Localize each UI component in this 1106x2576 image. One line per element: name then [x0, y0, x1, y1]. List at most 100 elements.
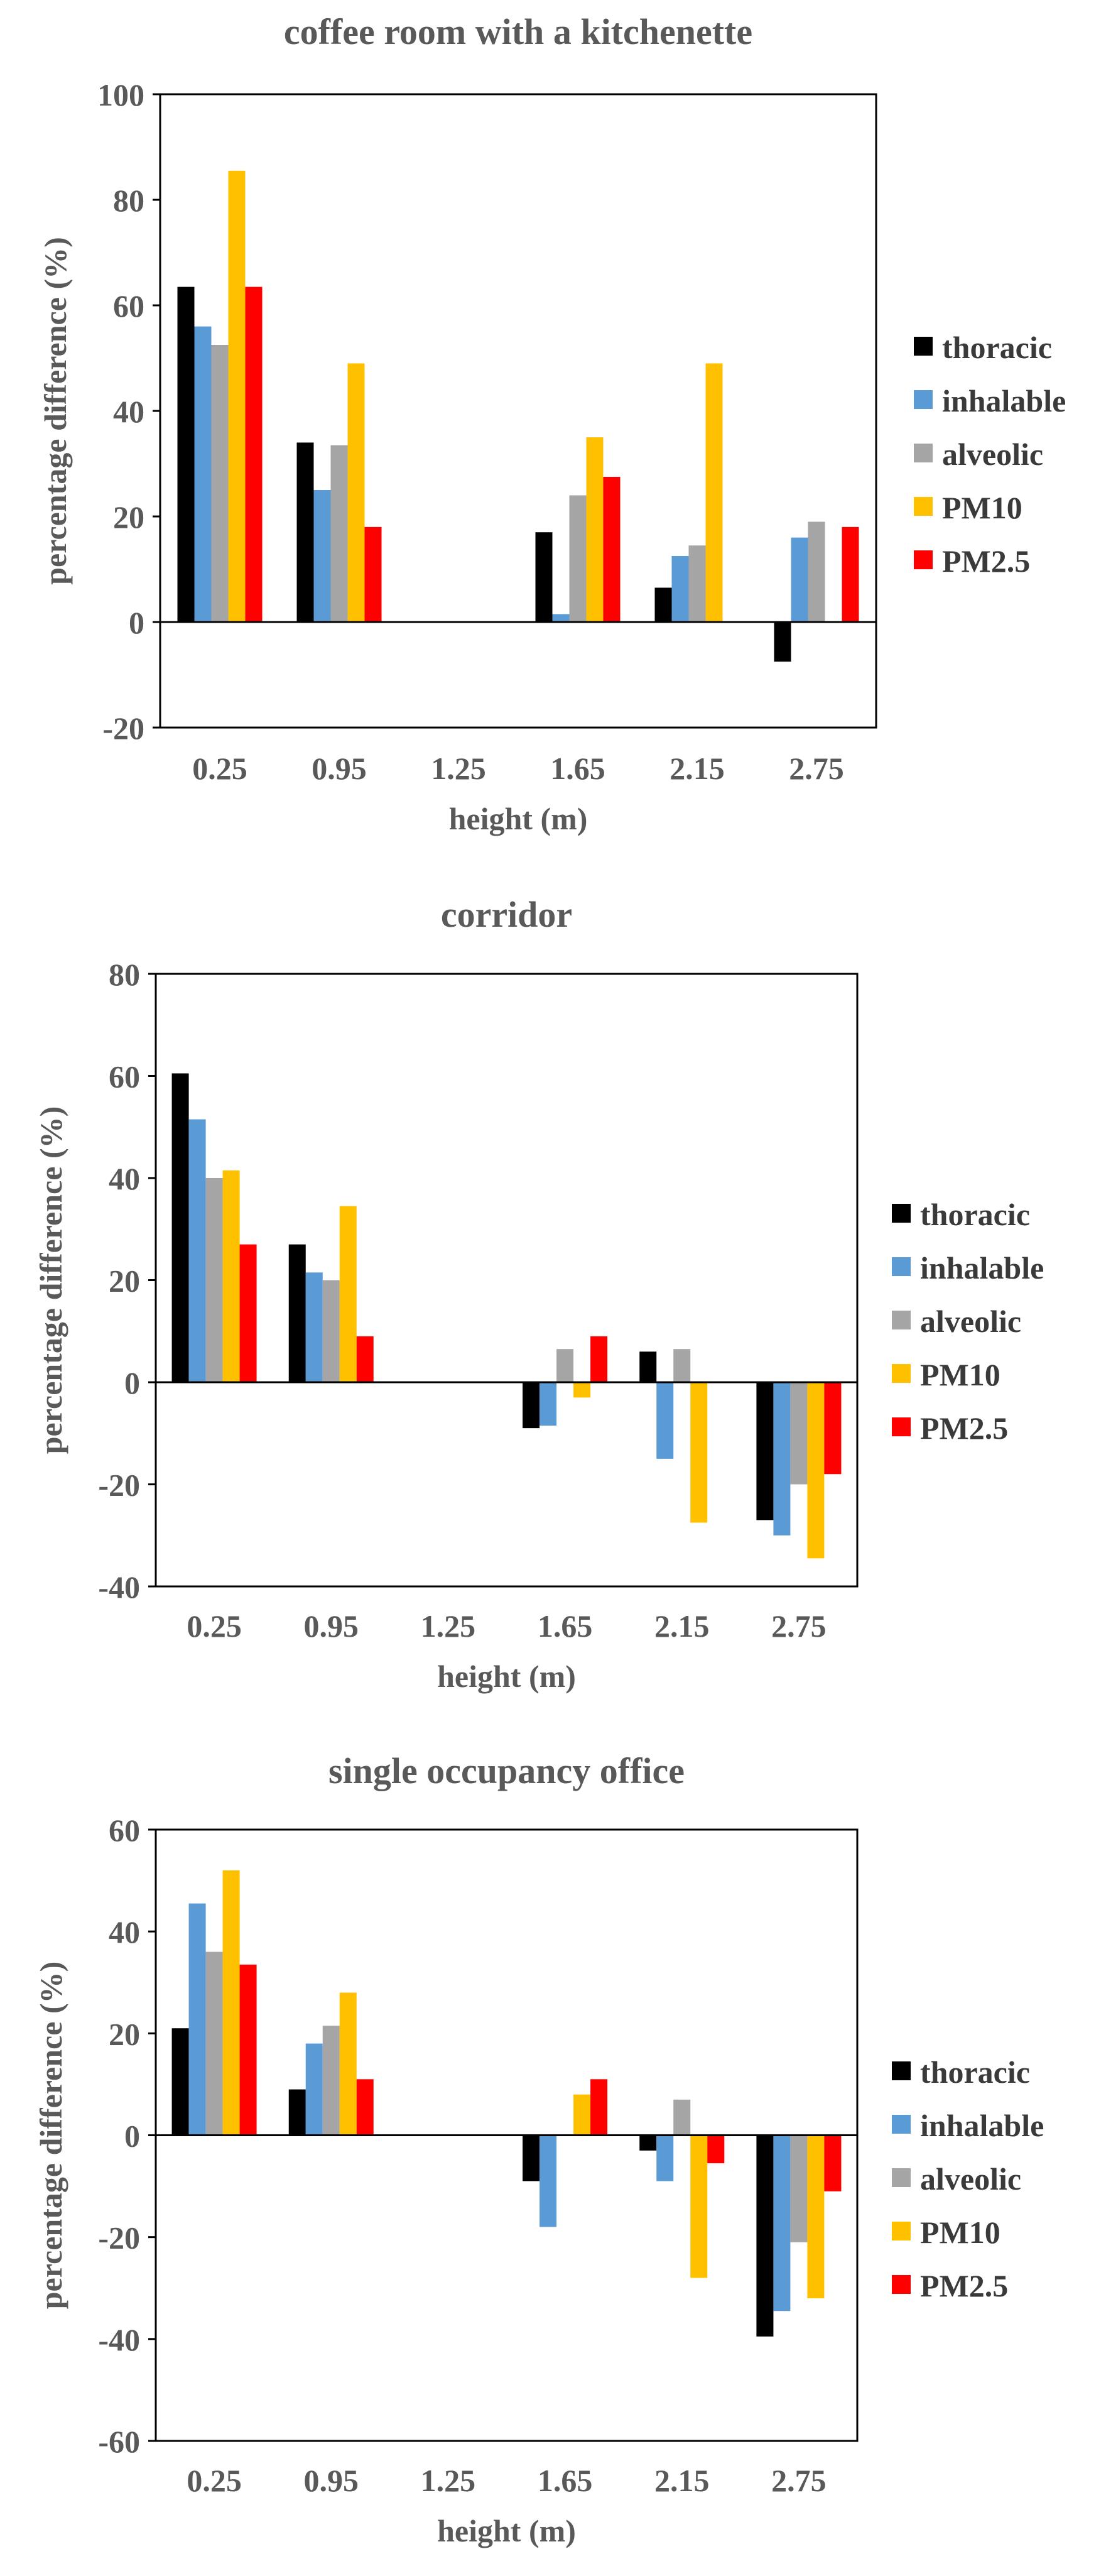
bar-PM10-0.95 — [347, 363, 365, 622]
legend-label: inhalable — [920, 1250, 1044, 1285]
legend-label: PM10 — [920, 2215, 1000, 2250]
bar-inhalable-0.95 — [305, 2043, 323, 2136]
chart-title: corridor — [441, 894, 572, 935]
x-tick-label: 0.25 — [187, 2463, 242, 2498]
legend-swatch-PM10 — [892, 1364, 911, 1383]
bar-thoracic-1.65 — [523, 1382, 540, 1429]
bar-alveolic-2.75 — [808, 521, 825, 622]
x-axis-label: height (m) — [437, 2513, 576, 2548]
bar-inhalable-2.75 — [773, 1382, 791, 1536]
bar-inhalable-0.25 — [188, 1119, 206, 1382]
x-tick-label: 0.95 — [304, 2463, 359, 2498]
bar-PM25-0.25 — [245, 287, 263, 623]
y-tick-label: 100 — [97, 77, 144, 112]
chart-title: single occupancy office — [328, 1750, 685, 1791]
bar-alveolic-0.25 — [205, 1178, 223, 1382]
chart-panel-1: coffee room with a kitchenette -20 0 20 40 60… — [38, 11, 1066, 836]
plot-frame — [155, 973, 859, 1588]
legend-swatch-thoracic — [892, 1204, 911, 1223]
x-tick-label: 1.65 — [538, 1608, 593, 1644]
x-tick-label: 1.25 — [431, 751, 486, 786]
legend-swatch-PM25 — [892, 1417, 911, 1436]
bar-thoracic-0.95 — [296, 442, 314, 622]
x-tick-label: 1.65 — [550, 751, 605, 786]
bar-PM10-2.15 — [690, 1382, 708, 1523]
y-tick-label: -60 — [98, 2424, 140, 2459]
bar-PM25-2.75 — [824, 1382, 842, 1475]
y-tick-label: 20 — [113, 499, 144, 535]
bar-alveolic-2.15 — [673, 1349, 691, 1382]
bar-PM10-0.25 — [222, 1870, 240, 2136]
bar-alveolic-2.15 — [673, 2099, 691, 2136]
x-tick-label: 2.75 — [789, 751, 844, 786]
y-tick-label: 40 — [109, 1161, 140, 1196]
bar-alveolic-0.95 — [322, 2026, 340, 2136]
bar-PM10-1.65 — [586, 437, 604, 622]
x-tick-label: 0.25 — [192, 751, 247, 786]
y-tick-label: -40 — [98, 2322, 140, 2357]
bar-alveolic-0.25 — [205, 1951, 223, 2136]
bar-inhalable-2.15 — [671, 556, 689, 622]
x-tick-label: 2.15 — [654, 1608, 710, 1644]
y-tick-label: 60 — [109, 1059, 140, 1094]
bar-inhalable-1.65 — [539, 2135, 557, 2227]
bar-PM25-1.65 — [590, 1336, 608, 1382]
bar-PM25-0.25 — [239, 1244, 257, 1382]
bar-thoracic-1.65 — [523, 2135, 540, 2181]
x-tick-label: 2.15 — [670, 751, 725, 786]
bar-PM10-0.95 — [339, 1992, 357, 2136]
bar-PM25-0.95 — [356, 2079, 374, 2136]
bar-thoracic-0.25 — [177, 287, 195, 623]
x-tick-label: 1.65 — [538, 2463, 593, 2498]
y-tick-label: 0 — [124, 1365, 140, 1400]
legend-swatch-thoracic — [914, 337, 933, 356]
legend-label: alveolic — [942, 437, 1043, 472]
legend-label: alveolic — [920, 2161, 1021, 2197]
bar-inhalable-2.75 — [773, 2135, 791, 2311]
legend-swatch-PM10 — [914, 497, 933, 516]
y-tick-label: 20 — [109, 2016, 140, 2051]
x-tick-label: 0.95 — [304, 1608, 359, 1644]
chart-panel-3: single occupancy office -60 -40 -20 0 20 40 60 0… — [33, 1750, 1044, 2548]
legend-label: inhalable — [942, 383, 1066, 418]
x-tick-label: 2.15 — [654, 2463, 710, 2498]
bar-alveolic-1.65 — [556, 1349, 574, 1382]
bar-inhalable-0.95 — [305, 1272, 323, 1382]
bar-thoracic-0.25 — [171, 1073, 189, 1382]
legend: thoracic inhalable alveolic PM10 PM2.5 — [892, 2055, 1044, 2303]
x-axis-label: height (m) — [437, 1659, 576, 1694]
bar-thoracic-2.15 — [639, 2135, 657, 2151]
bar-PM25-2.75 — [842, 527, 859, 622]
bar-inhalable-0.25 — [194, 326, 212, 622]
legend-label: thoracic — [920, 2055, 1030, 2090]
bar-PM25-0.95 — [364, 527, 382, 622]
y-tick-label: -20 — [102, 711, 144, 746]
bar-PM10-0.95 — [339, 1206, 357, 1382]
legend-swatch-inhalable — [892, 2115, 911, 2134]
bar-inhalable-2.15 — [656, 1382, 674, 1459]
x-tick-label: 2.75 — [771, 1608, 827, 1644]
bar-PM25-1.65 — [603, 477, 621, 622]
x-tick-label: 0.95 — [312, 751, 367, 786]
bar-thoracic-0.95 — [288, 1244, 306, 1382]
bar-alveolic-2.75 — [790, 2135, 808, 2242]
legend-swatch-inhalable — [914, 390, 933, 409]
bar-PM25-2.75 — [824, 2135, 842, 2191]
bar-alveolic-0.25 — [211, 345, 229, 622]
y-tick-label: 60 — [113, 288, 144, 324]
legend-label: PM2.5 — [920, 1411, 1008, 1446]
bar-inhalable-0.25 — [188, 1903, 206, 2136]
bar-thoracic-2.75 — [774, 622, 791, 662]
bar-thoracic-2.15 — [639, 1351, 657, 1382]
y-tick-label: 0 — [129, 605, 144, 640]
bar-thoracic-0.25 — [171, 2028, 189, 2136]
y-axis-label: percentage difference (%) — [33, 1106, 68, 1454]
bar-PM25-0.25 — [239, 1964, 257, 2136]
legend-label: thoracic — [920, 1197, 1030, 1232]
legend-label: thoracic — [942, 330, 1052, 365]
x-tick-label: 1.25 — [421, 1608, 476, 1644]
y-tick-label: 60 — [109, 1813, 140, 1848]
legend-label: inhalable — [920, 2108, 1044, 2143]
